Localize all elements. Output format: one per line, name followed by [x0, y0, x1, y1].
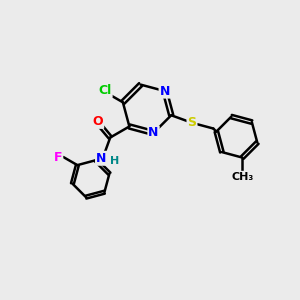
Text: N: N: [96, 152, 106, 165]
Text: CH₃: CH₃: [231, 172, 254, 182]
Text: Cl: Cl: [98, 84, 112, 97]
Text: N: N: [160, 85, 170, 98]
Text: S: S: [188, 116, 196, 129]
Text: H: H: [110, 156, 120, 166]
Text: O: O: [93, 115, 103, 128]
Text: N: N: [148, 127, 159, 140]
Text: F: F: [54, 151, 62, 164]
